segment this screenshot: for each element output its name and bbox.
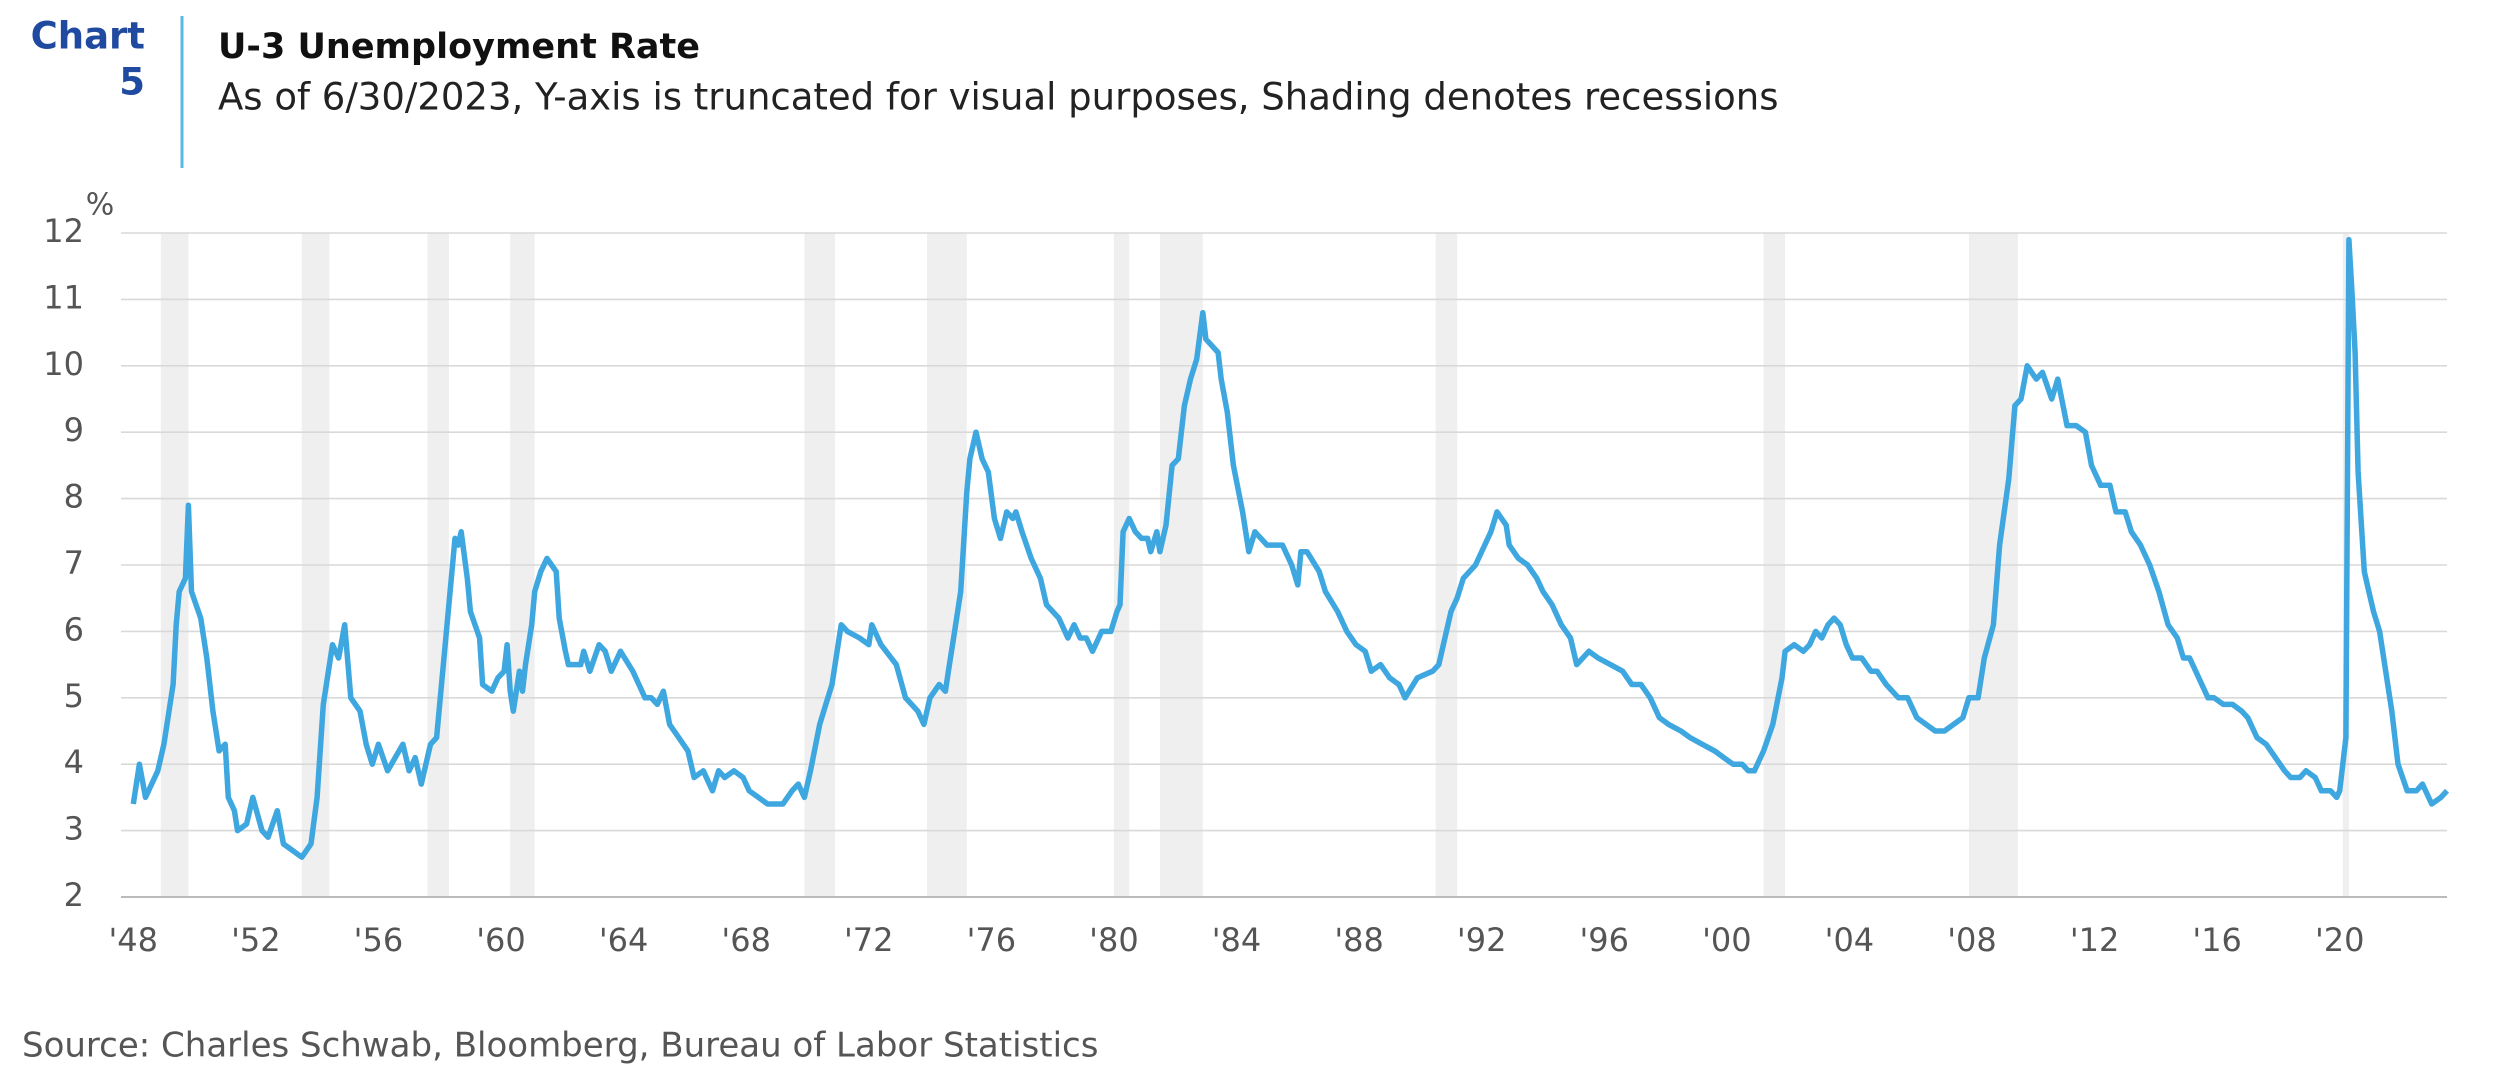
y-tick-label: 6 [64, 610, 84, 648]
x-tick-label: '16 [2192, 921, 2242, 959]
x-tick-label: '84 [1212, 921, 1262, 959]
y-unit: % [86, 188, 115, 223]
x-tick-label: '96 [1579, 921, 1629, 959]
data-line [130, 236, 2450, 860]
chart-title: U-3 Unemployment Rate [218, 27, 700, 67]
x-tick-label: '08 [1947, 921, 1997, 959]
x-tick-label: '72 [844, 921, 894, 959]
y-tick-label: 8 [64, 478, 84, 516]
x-tick-label: '52 [231, 921, 281, 959]
x-tick-label: '64 [599, 921, 649, 959]
x-tick-label: '56 [354, 921, 404, 959]
y-tick-label: 10 [43, 345, 84, 383]
y-tick-label: 2 [64, 876, 84, 914]
chart-label: 5 [119, 61, 145, 104]
y-tick-label: 9 [64, 411, 84, 449]
chart-subtitle: As of 6/30/2023, Y-axis is truncated for… [218, 76, 1779, 119]
source: Source: Charles Schwab, Bloomberg, Burea… [22, 1026, 1098, 1066]
x-tick-label: '68 [721, 921, 771, 959]
chart-label: Chart [31, 15, 145, 58]
x-tick-label: '48 [109, 921, 159, 959]
x-tick-label: '00 [1702, 921, 1752, 959]
x-tick-label: '12 [2070, 921, 2120, 959]
x-tick-label: '88 [1334, 921, 1384, 959]
x-tick-label: '80 [1089, 921, 1139, 959]
y-tick-label: 3 [64, 810, 84, 848]
y-tick-label: 12 [43, 212, 84, 250]
x-tick-label: '92 [1457, 921, 1507, 959]
x-tick-label: '04 [1825, 921, 1875, 959]
x-tick-label: '76 [967, 921, 1017, 959]
x-tick-label: '60 [476, 921, 526, 959]
x-tick-label: '20 [2315, 921, 2365, 959]
y-tick-label: 4 [64, 743, 84, 781]
y-tick-label: 11 [43, 278, 84, 316]
y-tick-label: 5 [64, 677, 84, 715]
y-tick-label: 7 [64, 544, 84, 582]
